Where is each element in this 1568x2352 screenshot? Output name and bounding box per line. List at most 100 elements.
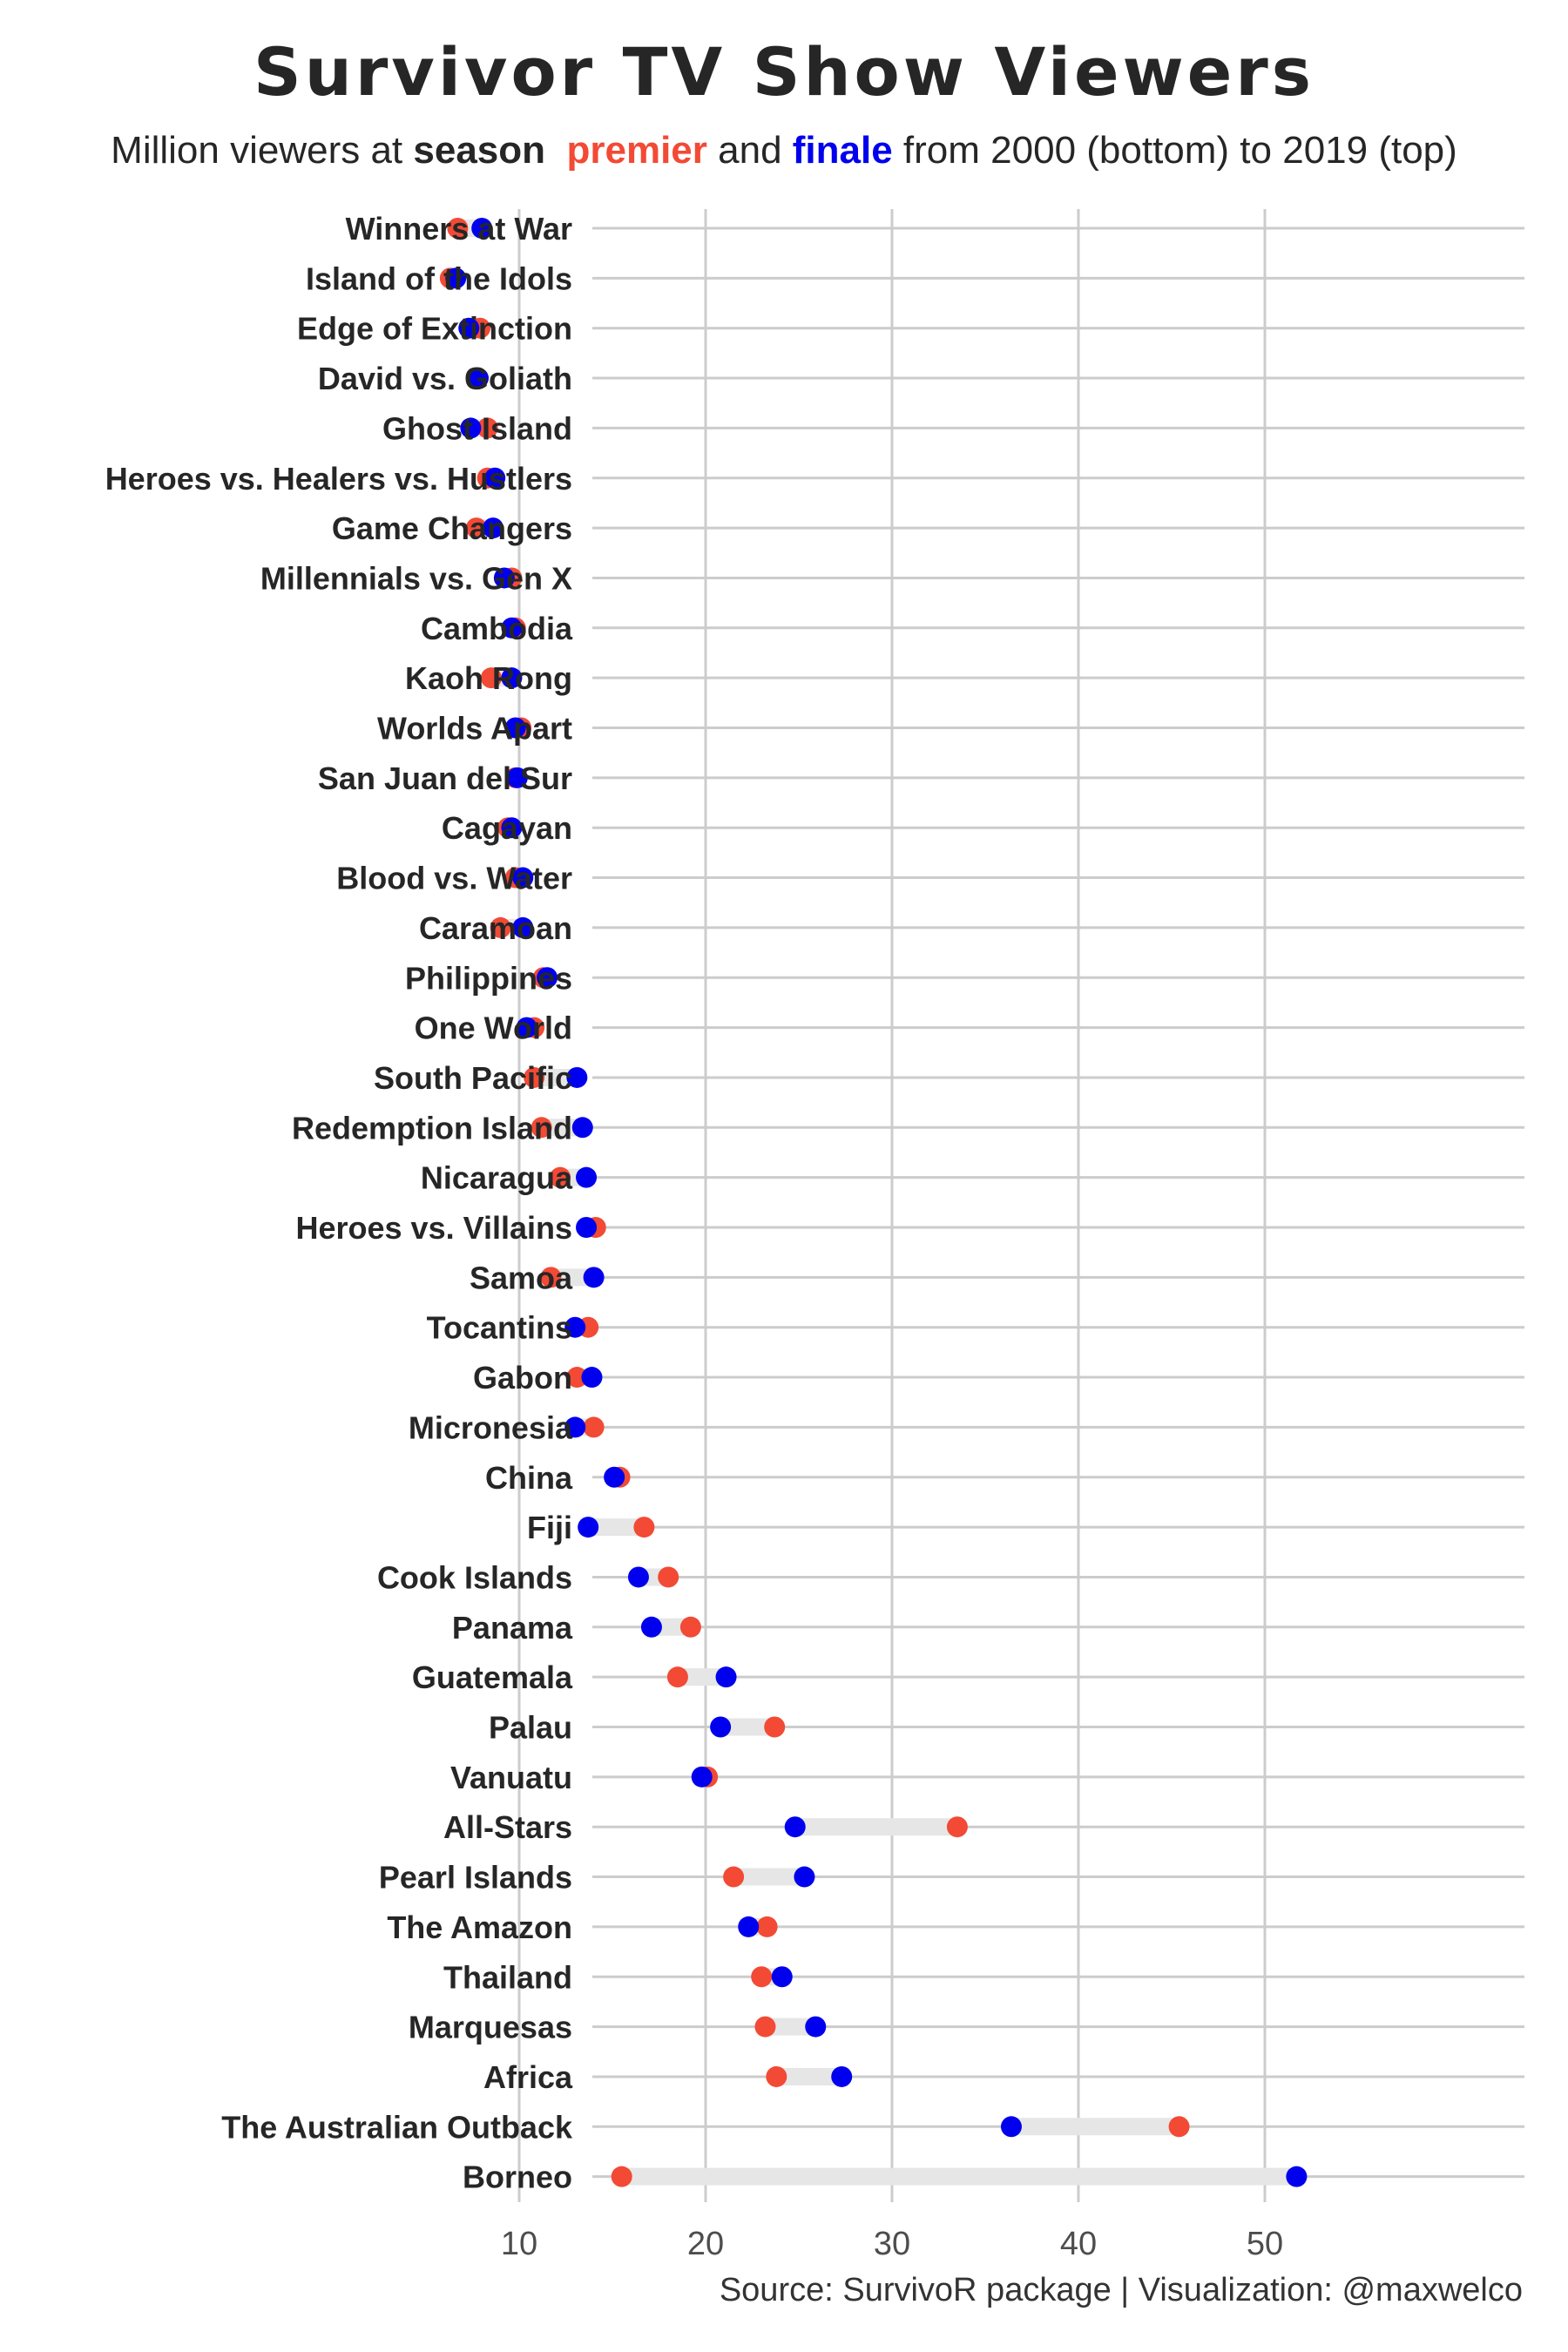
premier-dot — [550, 1166, 571, 1188]
y-tick-label: Cambodia — [421, 611, 573, 646]
y-tick-label: Pearl Islands — [379, 1860, 572, 1896]
premier-dot — [583, 1416, 605, 1438]
premier-dot — [490, 916, 511, 938]
premier-dot — [566, 1367, 588, 1389]
premier-dot — [1168, 2116, 1190, 2138]
y-tick-label: Thailand — [443, 1959, 572, 1995]
finale-dot — [831, 2065, 853, 2087]
finale-dot — [691, 1766, 713, 1788]
y-tick-label: Micronesia — [409, 1409, 573, 1445]
y-tick-label: China — [485, 1460, 573, 1496]
dots — [439, 218, 1308, 2187]
finale-dot — [516, 1017, 537, 1038]
subtitle-part1: Million viewers at — [111, 129, 414, 172]
y-tick-label: Fiji — [527, 1510, 572, 1545]
finale-dot — [576, 1217, 598, 1238]
x-axis-labels: 10 20 30 40 50 — [501, 2226, 1283, 2262]
finale-dot — [738, 1916, 760, 1937]
y-tick-label: Heroes vs. Healers vs. Hustlers — [105, 461, 572, 497]
y-tick-label: Cook Islands — [377, 1559, 572, 1595]
premier-dot — [751, 1966, 773, 1988]
y-tick-label: David vs. Goliath — [318, 361, 572, 396]
finale-dot — [467, 368, 489, 389]
y-tick-label: South Pacific — [374, 1060, 572, 1096]
y-tick-label: Blood vs. Water — [336, 861, 572, 896]
premier-dot — [766, 2065, 787, 2087]
y-tick-label: Samoa — [470, 1260, 573, 1295]
y-tick-label: Guatemala — [412, 1659, 573, 1695]
x-tick-label: 10 — [501, 2226, 537, 2262]
finale-dot — [1000, 2116, 1022, 2138]
finale-dot — [483, 517, 504, 539]
premier-dot — [764, 1716, 786, 1738]
y-tick-label: All-Stars — [443, 1809, 572, 1845]
finale-dot — [627, 1566, 649, 1588]
subtitle-and: and — [706, 129, 793, 172]
chart-subtitle: Million viewers at season premier and fi… — [0, 129, 1568, 172]
premier-dot — [480, 667, 502, 689]
finale-dot — [504, 717, 526, 739]
premier-dot — [633, 1517, 655, 1538]
y-axis-labels: Winners at War Island of the Idols Edge of… — [105, 211, 573, 2195]
premier-dot — [524, 1066, 545, 1088]
premier-dot — [666, 1666, 688, 1688]
finale-dot — [471, 218, 493, 239]
finale-dot — [581, 1367, 603, 1389]
finale-dot — [710, 1716, 732, 1738]
finale-dot — [512, 916, 534, 938]
finale-dot — [458, 317, 480, 339]
subtitle-season: season — [413, 129, 546, 172]
y-tick-label: Vanuatu — [450, 1760, 572, 1795]
chart-title: Survivor TV Show Viewers — [253, 33, 1315, 111]
premier-dot — [476, 417, 498, 439]
finale-dot — [604, 1466, 625, 1488]
premier-dot — [756, 1916, 778, 1937]
finale-dot — [501, 617, 523, 639]
premier-dot — [754, 2016, 776, 2038]
finale-dot — [460, 417, 482, 439]
premier-dot — [723, 1866, 745, 1888]
premier-dot — [531, 1117, 552, 1139]
finale-dot — [564, 1316, 586, 1338]
premier-dot — [679, 1616, 701, 1638]
finale-dot — [512, 867, 534, 889]
y-tick-label: Nicaragua — [421, 1160, 573, 1196]
finale-dot — [1286, 2166, 1308, 2187]
y-tick-label: Redemption Island — [292, 1110, 572, 1146]
y-tick-label: Island of the Idols — [306, 260, 572, 296]
y-tick-label: Kaoh Rong — [405, 660, 572, 696]
y-tick-label: Tocantins — [427, 1310, 572, 1346]
x-tick-label: 50 — [1247, 2226, 1283, 2262]
finale-dot — [571, 1117, 593, 1139]
y-tick-label: Worlds Apart — [377, 711, 572, 747]
x-tick-label: 30 — [874, 2226, 910, 2262]
y-tick-label: Africa — [483, 2059, 573, 2095]
finale-dot — [537, 967, 558, 989]
segments — [449, 220, 1297, 2186]
y-tick-label: One World — [415, 1010, 572, 1046]
legend-finale: finale — [792, 129, 893, 172]
premier-dot — [611, 2166, 632, 2187]
y-tick-label: Edge of Extinction — [297, 311, 572, 347]
finale-dot — [640, 1616, 662, 1638]
finale-dot — [784, 1816, 806, 1838]
y-tick-label: Gabon — [473, 1360, 572, 1396]
finale-dot — [794, 1866, 815, 1888]
y-tick-label: Marquesas — [409, 2010, 572, 2045]
finale-dot — [566, 1066, 588, 1088]
y-tick-label: Ghost Island — [382, 410, 572, 446]
x-tick-label: 20 — [687, 2226, 724, 2262]
y-tick-label: The Australian Outback — [221, 2109, 573, 2145]
premier-dot — [447, 218, 469, 239]
finale-dot — [576, 1166, 598, 1188]
x-tick-label: 40 — [1060, 2226, 1097, 2262]
premier-dot — [540, 1267, 562, 1288]
y-tick-label: Borneo — [463, 2159, 572, 2195]
y-tick-label: Game Changers — [332, 510, 572, 546]
finale-dot — [583, 1267, 605, 1288]
finale-dot — [771, 1966, 793, 1988]
y-tick-label: Panama — [452, 1610, 573, 1646]
gridlines — [517, 209, 1267, 2202]
y-tick-label: Palau — [489, 1710, 572, 1746]
